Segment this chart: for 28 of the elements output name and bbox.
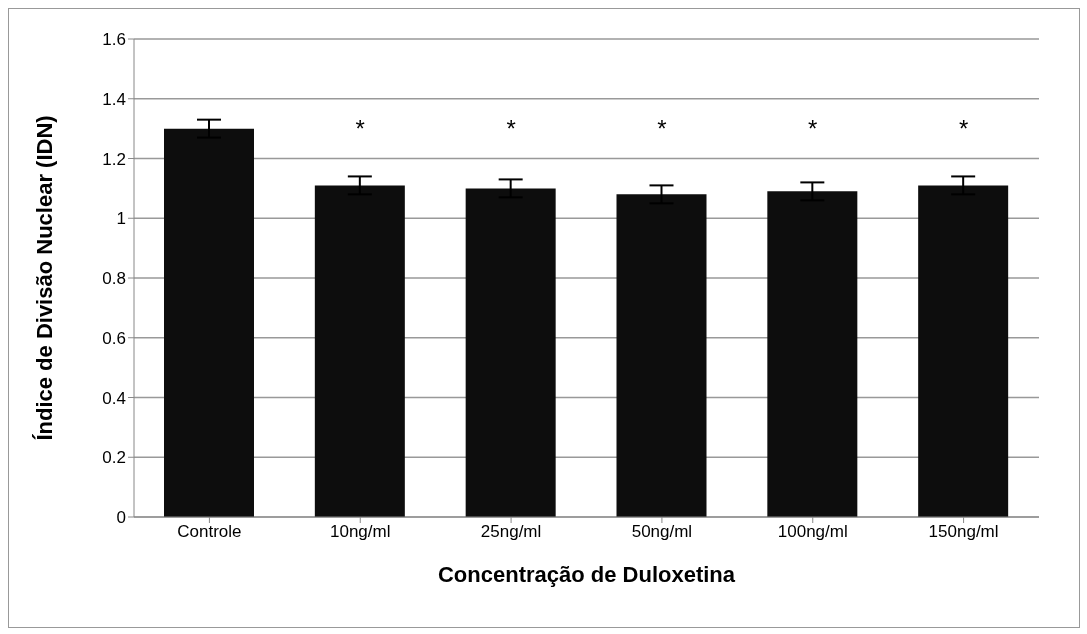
annotation: *	[957, 115, 970, 143]
y-tick-label: 0.4	[102, 388, 126, 408]
y-tick-label: 0	[116, 508, 126, 528]
annotation: *	[505, 115, 517, 143]
y-tick-label: 1	[116, 209, 126, 229]
bar	[164, 128, 254, 517]
x-tick-label: 10ng/ml	[330, 522, 391, 542]
y-tick-label: 1.6	[102, 30, 126, 50]
x-tick-label: Controle	[177, 522, 242, 542]
bar	[918, 185, 1009, 517]
y-tick-label: 0.8	[102, 269, 126, 289]
y-axis-title: Índice de Divisão Nuclear (IDN)	[31, 115, 57, 441]
bar	[465, 188, 556, 517]
bar	[616, 194, 707, 517]
y-tick-label: 0.2	[102, 448, 126, 468]
y-tick-label: 0.6	[102, 328, 126, 348]
annotation: *	[354, 115, 366, 143]
x-tick-label: 25ng/ml	[480, 522, 542, 542]
bar	[314, 185, 405, 517]
x-tick-label: 50ng/ml	[631, 522, 693, 542]
bar	[767, 191, 858, 517]
x-axis-title: Concentração de Duloxetina	[437, 562, 736, 587]
y-tick-label: 1.2	[102, 149, 126, 169]
x-tick-label: 100ng/ml	[777, 522, 848, 542]
x-tick-label: 150ng/ml	[928, 522, 999, 542]
annotation: *	[656, 115, 668, 143]
y-tick-label: 1.4	[102, 89, 126, 109]
annotation: *	[807, 115, 819, 143]
